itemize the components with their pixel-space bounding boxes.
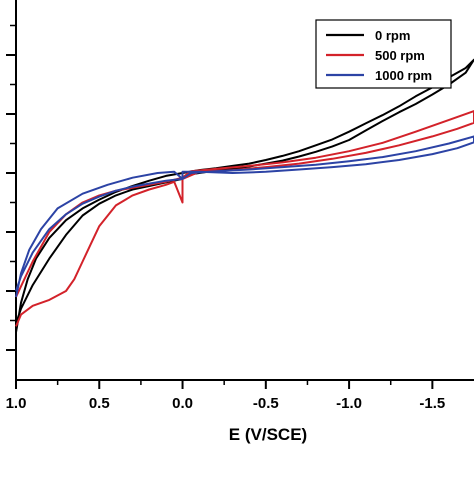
series-line-0-rpm (15, 58, 474, 333)
legend-label: 0 rpm (375, 28, 410, 43)
legend-label: 1000 rpm (375, 68, 432, 83)
x-axis-title: E (V/SCE) (229, 425, 307, 444)
x-tick-label: 0.5 (89, 395, 110, 412)
x-axis: 1.0 0.5 0.0 -0.5 -1.0 -1.5 (6, 379, 474, 412)
x-tick-label: 1.0 (6, 395, 27, 412)
legend: 0 rpm 500 rpm 1000 rpm (315, 19, 452, 89)
series-line-500-rpm (15, 110, 474, 327)
x-tick-label: -0.5 (253, 395, 279, 412)
x-tick-label: -1.0 (336, 395, 362, 412)
series-line-1000-rpm (15, 135, 474, 298)
legend-label: 500 rpm (375, 48, 425, 63)
y-axis (6, 0, 17, 380)
x-tick-label: -1.5 (419, 395, 445, 412)
plot-area (15, 58, 474, 333)
x-tick-label: 0.0 (172, 395, 193, 412)
